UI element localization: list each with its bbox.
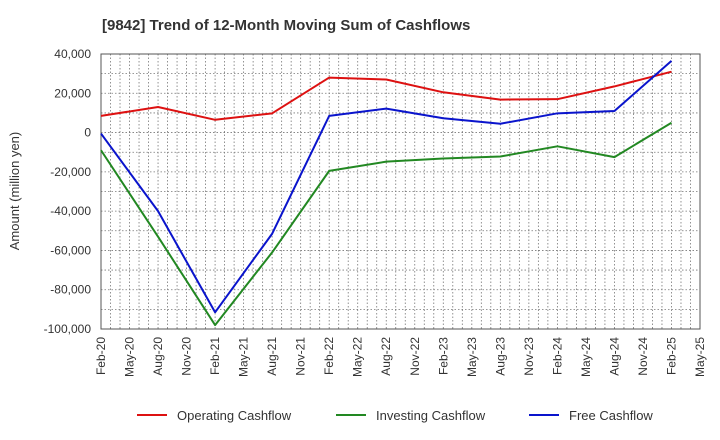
x-tick-label: Aug-24 <box>607 337 621 376</box>
x-tick-label: Feb-21 <box>208 337 222 375</box>
x-tick-label: Feb-20 <box>94 337 108 375</box>
x-tick-label: Nov-21 <box>294 337 308 376</box>
legend-label-free-cashflow: Free Cashflow <box>569 408 653 423</box>
x-tick-label: May-25 <box>693 337 707 377</box>
y-tick-label: 0 <box>84 126 91 140</box>
x-tick-label: May-20 <box>123 337 137 377</box>
y-tick-label: -20,000 <box>50 165 91 179</box>
chart-title: [9842] Trend of 12-Month Moving Sum of C… <box>102 17 470 34</box>
x-tick-label: Nov-23 <box>522 337 536 376</box>
x-tick-label: Aug-22 <box>379 337 393 376</box>
legend: Operating Cashflow Investing Cashflow Free… <box>137 408 653 423</box>
x-tick-label: Feb-24 <box>550 337 564 375</box>
y-tick-label: 40,000 <box>54 47 91 61</box>
x-tick-label: Feb-25 <box>664 337 678 375</box>
plot-border <box>100 53 701 330</box>
series-line-operating-cashflow <box>100 70 672 121</box>
legend-label-investing-cashflow: Investing Cashflow <box>376 408 486 423</box>
series-line-free-cashflow <box>100 60 673 314</box>
x-tick-label: Feb-22 <box>322 337 336 375</box>
y-tick-label: -60,000 <box>50 243 91 257</box>
x-tick-label: Aug-21 <box>265 337 279 376</box>
x-tick-label: Aug-20 <box>151 337 165 376</box>
plot-background <box>101 54 700 329</box>
x-tick-label: Nov-20 <box>180 337 194 376</box>
x-tick-label: May-22 <box>351 337 365 377</box>
y-axis-label: Amount (million yen) <box>7 132 22 251</box>
y-tick-label: -40,000 <box>50 204 91 218</box>
plot-area: 40,000 20,000 0 -20,000 -40,000 -60,000 -80,00… <box>44 47 707 377</box>
x-tick-label: Nov-24 <box>636 337 650 376</box>
x-tick-label: May-24 <box>579 337 593 377</box>
x-tick-label: Feb-23 <box>436 337 450 375</box>
y-tick-label: -80,000 <box>50 283 91 297</box>
x-tick-label: May-21 <box>237 337 251 377</box>
y-tick-label: -100,000 <box>44 322 92 336</box>
x-tick-label: Aug-23 <box>493 337 507 376</box>
y-tick-label: 20,000 <box>54 86 91 100</box>
x-tick-label: Nov-22 <box>408 337 422 376</box>
series-line-investing-cashflow <box>100 121 672 327</box>
legend-label-operating-cashflow: Operating Cashflow <box>177 408 292 423</box>
x-tick-label: May-23 <box>465 337 479 377</box>
